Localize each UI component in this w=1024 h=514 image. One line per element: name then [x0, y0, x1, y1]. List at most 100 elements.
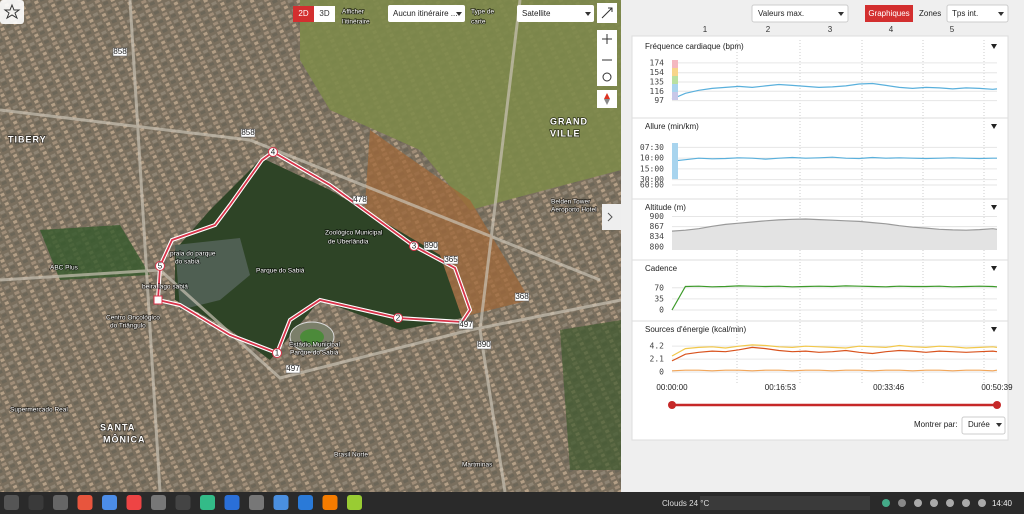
tray-icon[interactable] — [882, 499, 890, 507]
dropdown-arrow — [996, 423, 1002, 427]
km-marker-label: 5 — [158, 262, 163, 271]
map-label: Aeroporto Hotel — [551, 207, 597, 214]
map-controls — [293, 5, 594, 22]
panel-menu[interactable] — [991, 266, 997, 271]
tray-icon[interactable] — [962, 499, 970, 507]
taskbar-icon[interactable] — [200, 495, 215, 510]
taskbar-icon[interactable] — [322, 495, 338, 510]
map-label: VILLE — [550, 128, 581, 138]
km-marker-label: 3 — [412, 242, 417, 251]
road-shield-label: 497 — [286, 364, 300, 373]
zone-select-text: Tps int. — [952, 9, 978, 18]
zone-select[interactable] — [946, 4, 1009, 23]
range-handle[interactable] — [993, 401, 1001, 409]
tab-graphs-label: Graphiques — [868, 9, 909, 18]
taskbar-icon[interactable] — [102, 495, 117, 510]
series-line — [671, 218, 998, 232]
y-tick-label: 174 — [650, 58, 665, 67]
road-shield-label: 497 — [459, 320, 473, 329]
taskbar-icon[interactable] — [28, 495, 44, 510]
taskbar-icon[interactable] — [4, 495, 19, 510]
map-type-select[interactable] — [517, 5, 594, 22]
x-tick-label: 00:33:46 — [873, 383, 905, 392]
x-tick-label: 00:50:39 — [981, 383, 1013, 392]
map[interactable] — [0, 0, 622, 493]
panel-menu[interactable] — [991, 327, 997, 332]
map-label: de Uberlândia — [328, 239, 369, 246]
route-select[interactable] — [388, 5, 465, 22]
tray-icon[interactable] — [898, 499, 906, 507]
y-tick-label: 60:00 — [640, 181, 664, 190]
show-by-select[interactable] — [961, 416, 1006, 435]
tray-icon[interactable] — [914, 499, 922, 507]
map-label: MÔNICA — [103, 433, 146, 444]
map-label: Supermercado Real — [10, 407, 68, 414]
taskbar-icon[interactable] — [175, 495, 191, 510]
map-label: Parque do Sabiá — [290, 350, 339, 357]
y-tick-label: 10:00 — [640, 154, 664, 163]
taskbar-icon[interactable] — [347, 495, 362, 510]
dropdown-arrow — [456, 12, 462, 16]
taskbar-icon[interactable] — [151, 495, 166, 510]
mode-3d: 3D — [319, 9, 329, 18]
road-shield-label: 858 — [241, 128, 255, 137]
road-shield — [112, 47, 128, 57]
y-tick-label: 834 — [650, 232, 665, 241]
y-tick-label: 800 — [650, 242, 665, 251]
mode-button-3d[interactable] — [314, 6, 335, 22]
road-shield — [443, 255, 459, 265]
tab-graphs[interactable] — [865, 5, 913, 22]
y-tick-label: 35 — [654, 294, 664, 303]
map-type-label: carte — [471, 19, 486, 26]
road-shield-label: 478 — [353, 195, 367, 204]
road-shield — [476, 340, 492, 350]
taskbar-icon[interactable] — [77, 495, 93, 510]
km-marker-label: 4 — [271, 148, 276, 157]
zone-strip — [672, 84, 678, 92]
series-line — [671, 344, 998, 357]
tray-icon[interactable] — [978, 499, 986, 507]
lap-marker: 2 — [766, 25, 771, 34]
map-label: Parque do Sabiá — [256, 268, 305, 275]
dropdown-arrow — [998, 12, 1004, 16]
y-tick-label: 0 — [659, 306, 664, 315]
map-label: do sabiá — [175, 259, 200, 266]
taskbar-icon[interactable] — [53, 495, 68, 510]
series-line — [671, 82, 998, 100]
taskbar-icon[interactable] — [126, 495, 142, 510]
taskbar-icon[interactable] — [273, 495, 289, 510]
y-tick-label: 135 — [650, 78, 665, 87]
map-label: praia do parque — [170, 251, 216, 258]
y-tick-label: 70 — [654, 283, 664, 292]
panel-title: Sources d'énergie (kcal/min) — [645, 325, 746, 334]
road-shield — [352, 195, 368, 205]
show-by-label: Montrer par: — [914, 420, 958, 429]
map-label: Estádio Municipal — [289, 342, 340, 349]
mode-button-2d[interactable] — [293, 6, 314, 22]
panel-menu[interactable] — [991, 205, 997, 210]
map-label: Brasil Norte — [334, 452, 368, 459]
zone-strip — [672, 143, 678, 179]
metric-select[interactable] — [751, 4, 849, 23]
map-label: do Triângulo — [110, 323, 146, 330]
taskbar-icon[interactable] — [298, 495, 313, 510]
taskbar-icon[interactable] — [249, 495, 264, 510]
km-marker — [272, 348, 282, 358]
tab-zones-label[interactable]: Zones — [919, 9, 941, 18]
map-label: GRAND — [550, 116, 588, 126]
x-tick-label: 00:00:00 — [656, 383, 688, 392]
tray-icon[interactable] — [930, 499, 938, 507]
panel-menu[interactable] — [991, 44, 997, 49]
map-label: Zoológico Municipal — [325, 230, 383, 237]
lap-marker: 4 — [889, 25, 894, 34]
series-line — [671, 369, 998, 372]
taskbar-icon[interactable] — [224, 495, 240, 510]
y-tick-label: 15:00 — [640, 164, 664, 173]
km-marker — [393, 313, 403, 323]
y-tick-label: 2.1 — [650, 355, 665, 364]
tray-icon[interactable] — [946, 499, 954, 507]
panel-menu[interactable] — [991, 124, 997, 129]
range-handle[interactable] — [668, 401, 676, 409]
show-route-label: l'itinéraire — [342, 19, 370, 26]
